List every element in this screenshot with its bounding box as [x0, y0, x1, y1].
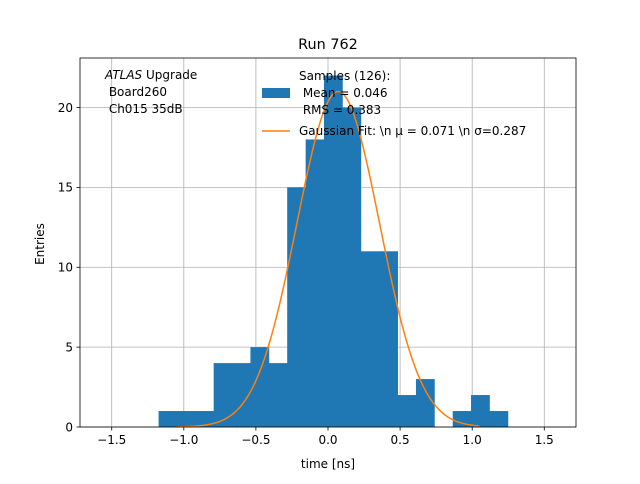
- histogram-bar: [415, 379, 435, 427]
- histogram-bar: [213, 363, 233, 427]
- atlas-annotation: ATLAS Upgrade Board260 Ch015 35dB: [104, 68, 197, 116]
- annotation-upgrade: Upgrade: [142, 68, 197, 82]
- gaussian-fit-line: [176, 90, 480, 428]
- legend-samples-line-1: Samples (126):: [299, 69, 390, 83]
- histogram-bar: [342, 107, 362, 428]
- histogram-bar: [379, 251, 398, 427]
- histogram-bar: [195, 411, 215, 427]
- histogram-bar: [268, 363, 288, 427]
- x-tick-label: −0.5: [241, 433, 270, 447]
- histogram-bar: [250, 347, 270, 427]
- histogram-bar: [158, 411, 178, 427]
- x-tick-label: −1.5: [97, 433, 126, 447]
- annotation-line-3: Ch015 35dB: [105, 102, 183, 116]
- y-tick-label: 10: [58, 261, 73, 275]
- histogram-bar: [489, 411, 509, 427]
- chart-title: Run 762: [298, 37, 358, 53]
- x-tick-label: 0.5: [391, 433, 410, 447]
- x-tick-label: −1.0: [169, 433, 198, 447]
- gaussian-fit: [176, 90, 480, 428]
- x-tick-label: 1.0: [463, 433, 482, 447]
- x-tick-label: 0.0: [318, 433, 337, 447]
- histogram-bar: [176, 411, 196, 427]
- y-axis: 0 5 10 15 20: [58, 101, 80, 434]
- y-tick-label: 0: [65, 420, 73, 434]
- histogram-bar: [360, 251, 380, 427]
- y-tick-label: 20: [58, 101, 73, 115]
- legend-samples-line-2: Mean = 0.046: [299, 86, 388, 100]
- x-axis: −1.5 −1.0 −0.5 0.0 0.5 1.0 1.5: [97, 427, 554, 447]
- y-tick-label: 15: [58, 181, 73, 195]
- annotation-line-1: ATLAS Upgrade: [104, 68, 197, 82]
- atlas-italic: ATLAS: [104, 68, 143, 82]
- legend-samples-line-3: RMS = 0.383: [299, 103, 381, 117]
- y-tick-label: 5: [65, 340, 73, 354]
- x-tick-label: 1.5: [535, 433, 554, 447]
- legend-fit-label: Gaussian Fit: \n μ = 0.071 \n σ=0.287: [299, 124, 526, 138]
- legend: Samples (126): Mean = 0.046 RMS = 0.383 …: [262, 69, 526, 138]
- histogram-bar: [323, 75, 343, 428]
- histogram-bar: [397, 395, 417, 427]
- y-axis-label: Entries: [33, 223, 47, 265]
- histogram-bar: [452, 411, 472, 427]
- annotation-line-2: Board260: [105, 85, 167, 99]
- x-axis-label: time [ns]: [301, 457, 355, 471]
- histogram-bar: [471, 395, 490, 427]
- histogram-bar: [305, 139, 325, 427]
- legend-swatch-histogram: [262, 88, 290, 98]
